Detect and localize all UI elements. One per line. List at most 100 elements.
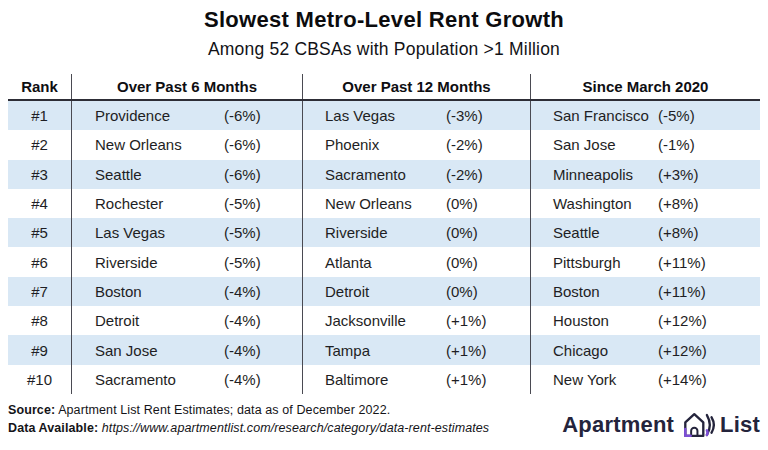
rank-label: #5 (31, 224, 48, 241)
city-label: New Orleans (325, 195, 446, 212)
data-url: https://www.apartmentlist.com/research/c… (98, 421, 489, 435)
apartment-list-logo: Apartment List (562, 409, 760, 441)
since-march-2020-cell: Boston (+11%) (531, 277, 760, 306)
past-12-months-cell: Jacksonville (+1%) (303, 306, 531, 335)
past-6-months-cell: San Jose (-4%) (72, 335, 303, 364)
percent-label: (-4%) (224, 312, 302, 329)
percent-label: (-2%) (446, 136, 530, 153)
percent-label: (+1%) (446, 371, 530, 388)
city-label: Seattle (553, 224, 658, 241)
percent-label: (0%) (446, 224, 530, 241)
city-label: Tampa (325, 342, 446, 359)
rent-growth-table: Rank Over Past 6 Months Over Past 12 Mon… (8, 74, 760, 394)
city-label: Atlanta (325, 254, 446, 271)
percent-label: (-2%) (446, 166, 530, 183)
column-header-past-12-months: Over Past 12 Months (303, 74, 531, 99)
percent-label: (-5%) (224, 224, 302, 241)
rank-cell: #3 (8, 160, 72, 189)
since-march-2020-cell: New York (+14%) (531, 365, 760, 394)
column-header-rank: Rank (8, 74, 72, 99)
city-label: Phoenix (325, 136, 446, 153)
logo-text-apartment: Apartment (562, 412, 674, 438)
percent-label: (+11%) (658, 254, 760, 271)
city-label: Minneapolis (553, 166, 658, 183)
logo-text-list: List (720, 412, 760, 438)
rank-label: #9 (31, 342, 48, 359)
percent-label: (+8%) (658, 195, 760, 212)
past-12-months-cell: Baltimore (+1%) (303, 365, 531, 394)
city-label: New York (553, 371, 658, 388)
past-12-months-cell: Detroit (0%) (303, 277, 531, 306)
city-label: Detroit (325, 283, 446, 300)
since-march-2020-cell: San Francisco (-5%) (531, 101, 760, 130)
source-label: Source: (8, 403, 55, 417)
city-label: Sacramento (325, 166, 446, 183)
page-title: Slowest Metro-Level Rent Growth (0, 0, 768, 33)
table-row: #5 Las Vegas (-5%) Riverside (0%) Seattl… (8, 218, 760, 247)
table-row: #10 Sacramento (-4%) Baltimore (+1%) New… (8, 365, 760, 394)
percent-label: (+12%) (658, 312, 760, 329)
percent-label: (0%) (446, 283, 530, 300)
table-row: #6 Riverside (-5%) Atlanta (0%) Pittsbur… (8, 247, 760, 276)
percent-label: (+1%) (446, 342, 530, 359)
city-label: Sacramento (95, 371, 224, 388)
table-row: #2 New Orleans (-6%) Phoenix (-2%) San J… (8, 130, 760, 159)
table-row: #8 Detroit (-4%) Jacksonville (+1%) Hous… (8, 306, 760, 335)
city-label: Boston (553, 283, 658, 300)
percent-label: (+8%) (658, 224, 760, 241)
table-row: #1 Providence (-6%) Las Vegas (-3%) San … (8, 101, 760, 130)
percent-label: (-4%) (224, 283, 302, 300)
city-label: Washington (553, 195, 658, 212)
city-label: Boston (95, 283, 224, 300)
since-march-2020-cell: Seattle (+8%) (531, 218, 760, 247)
city-label: Detroit (95, 312, 224, 329)
data-available-label: Data Available: (8, 421, 98, 435)
rank-cell: #10 (8, 365, 72, 394)
city-label: Riverside (325, 224, 446, 241)
percent-label: (-5%) (224, 195, 302, 212)
since-march-2020-cell: San Jose (-1%) (531, 130, 760, 159)
source-line: Source: Apartment List Rent Estimates; d… (8, 401, 489, 419)
table-row: #9 San Jose (-4%) Tampa (+1%) Chicago (+… (8, 335, 760, 364)
percent-label: (+3%) (658, 166, 760, 183)
percent-label: (+11%) (658, 283, 760, 300)
rank-cell: #8 (8, 306, 72, 335)
rank-label: #1 (31, 107, 48, 124)
percent-label: (-3%) (446, 107, 530, 124)
rank-label: #4 (31, 195, 48, 212)
table-row: #4 Rochester (-5%) New Orleans (0%) Wash… (8, 189, 760, 218)
city-label: Rochester (95, 195, 224, 212)
past-12-months-cell: Phoenix (-2%) (303, 130, 531, 159)
past-12-months-cell: Tampa (+1%) (303, 335, 531, 364)
rank-cell: #4 (8, 189, 72, 218)
past-12-months-cell: Atlanta (0%) (303, 247, 531, 276)
past-6-months-cell: Boston (-4%) (72, 277, 303, 306)
table-header-row: Rank Over Past 6 Months Over Past 12 Mon… (8, 74, 760, 101)
rank-label: #10 (27, 371, 52, 388)
percent-label: (+12%) (658, 342, 760, 359)
city-label: San Jose (95, 342, 224, 359)
since-march-2020-cell: Minneapolis (+3%) (531, 160, 760, 189)
rank-cell: #6 (8, 247, 72, 276)
past-6-months-cell: Detroit (-4%) (72, 306, 303, 335)
rank-cell: #9 (8, 335, 72, 364)
percent-label: (-6%) (224, 136, 302, 153)
rank-cell: #1 (8, 101, 72, 130)
since-march-2020-cell: Washington (+8%) (531, 189, 760, 218)
city-label: Jacksonville (325, 312, 446, 329)
city-label: Riverside (95, 254, 224, 271)
city-label: Las Vegas (325, 107, 446, 124)
past-6-months-cell: Rochester (-5%) (72, 189, 303, 218)
city-label: Providence (95, 107, 224, 124)
past-6-months-cell: Providence (-6%) (72, 101, 303, 130)
column-header-since-march-2020: Since March 2020 (531, 74, 760, 99)
past-12-months-cell: Las Vegas (-3%) (303, 101, 531, 130)
past-6-months-cell: New Orleans (-6%) (72, 130, 303, 159)
percent-label: (-5%) (658, 107, 760, 124)
percent-label: (-1%) (658, 136, 760, 153)
percent-label: (+1%) (446, 312, 530, 329)
percent-label: (-6%) (224, 107, 302, 124)
since-march-2020-cell: Houston (+12%) (531, 306, 760, 335)
past-12-months-cell: Sacramento (-2%) (303, 160, 531, 189)
rank-cell: #2 (8, 130, 72, 159)
